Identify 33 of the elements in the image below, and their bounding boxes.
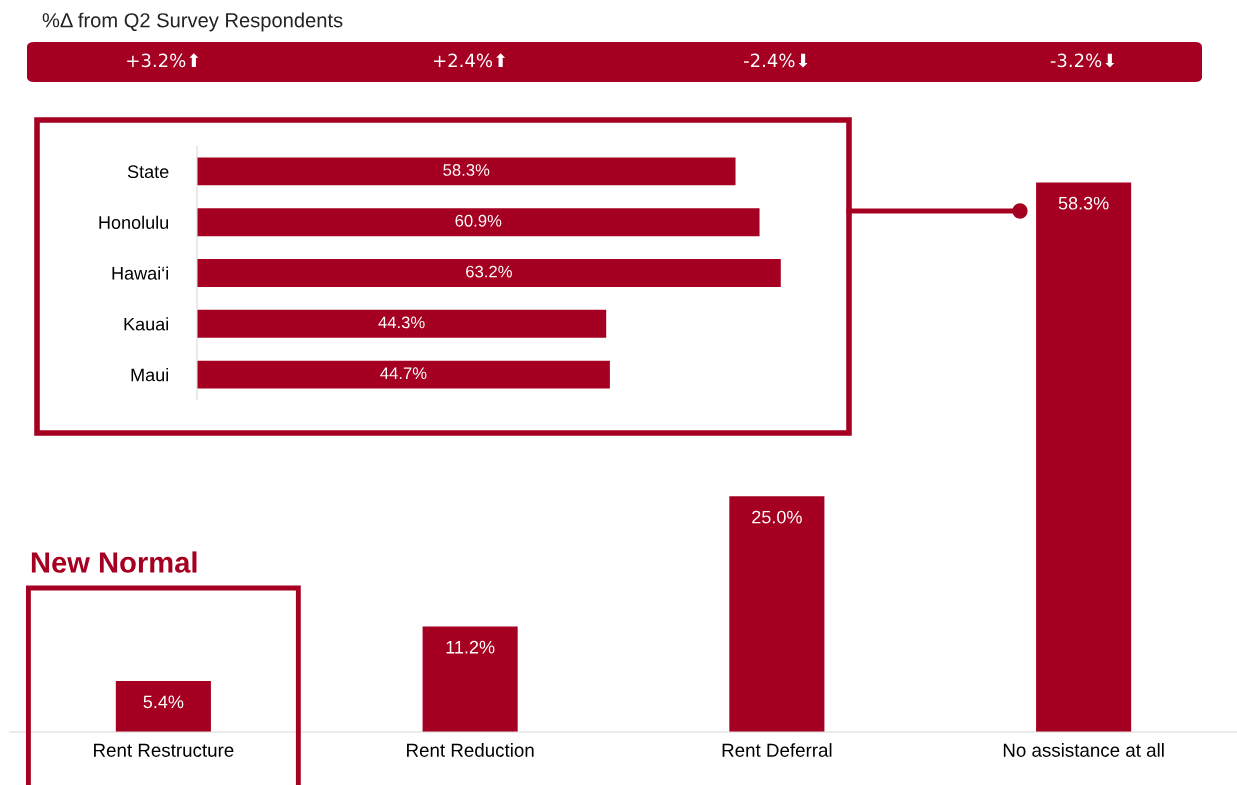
bar: [729, 496, 825, 732]
x-tick-label: Rent Deferral: [722, 743, 832, 757]
bar: [1036, 182, 1132, 732]
bar: [115, 681, 211, 732]
data-label: 58.3%: [1058, 196, 1109, 210]
data-label: 11.2%: [446, 640, 495, 654]
data-label: 25.0%: [752, 510, 802, 524]
data-label: 63.2%: [466, 265, 512, 278]
data-label: 5.4%: [143, 695, 184, 709]
bar: [197, 157, 736, 186]
data-label: 58.3%: [443, 164, 490, 176]
bar: [197, 259, 781, 287]
chart-title: %Δ from Q2 Survey Respondents: [42, 12, 343, 32]
y-tick-label: State: [127, 165, 169, 179]
data-label: 44.7%: [380, 367, 427, 380]
text: -3.2%⬇: [1050, 53, 1115, 68]
x-tick-label: Rent Restructure: [94, 743, 234, 757]
bar: [197, 309, 607, 338]
bar: [422, 626, 518, 732]
text: +3.2%⬆: [127, 53, 199, 68]
bar: [197, 360, 610, 389]
text: +2.4%⬆: [433, 53, 506, 68]
annotation: New Normal: [31, 551, 197, 573]
x-tick-label: No assistance at all: [1003, 743, 1164, 757]
x-tick-label: Rent Reduction: [407, 743, 534, 757]
y-tick-label: Maui: [131, 368, 169, 382]
text: -2.4%⬇: [744, 53, 808, 68]
data-label: 44.3%: [378, 316, 425, 329]
bar: [197, 208, 760, 237]
y-tick-label: Hawai‘i: [112, 266, 169, 280]
y-tick-label: Honolulu: [99, 215, 169, 229]
data-label: 60.9%: [455, 214, 502, 227]
y-tick-label: Kauai: [124, 317, 169, 331]
